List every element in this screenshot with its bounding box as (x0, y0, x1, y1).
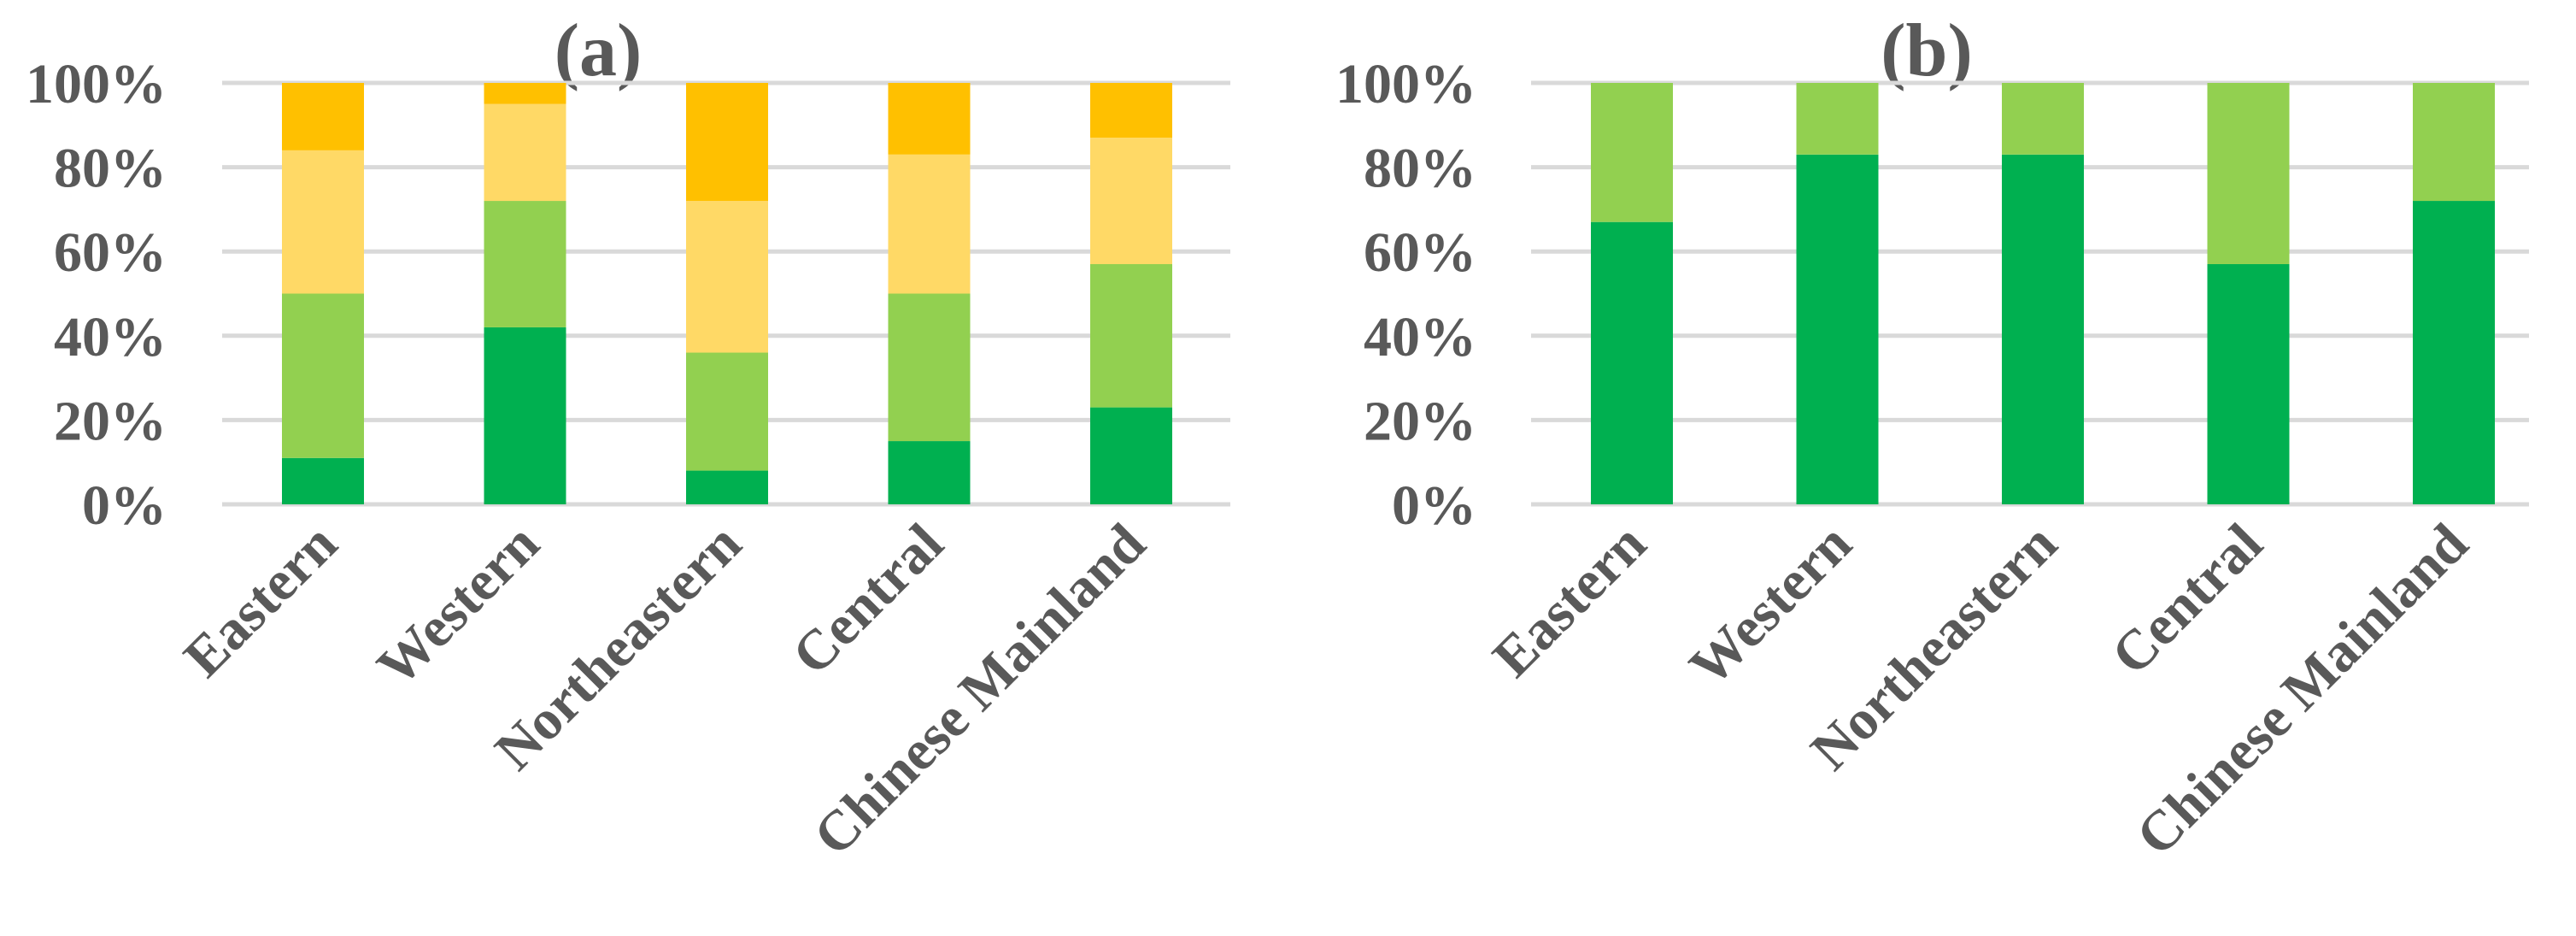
x-category-label: Chinese Mainland (802, 512, 1158, 868)
bar-segment-b-4-1 (2413, 83, 2495, 202)
bar-segment-a-0-2 (282, 150, 364, 294)
bar-segment-a-2-0 (686, 470, 768, 504)
bar-segment-a-0-3 (282, 83, 364, 150)
bar-segment-b-3-0 (2207, 263, 2290, 504)
bar-segment-b-0-0 (1591, 221, 1673, 504)
y-tick-label: 80% (54, 138, 167, 200)
bar-segment-a-0-1 (282, 293, 364, 458)
x-category-label: Central (781, 512, 956, 687)
bar-segment-a-0-0 (282, 457, 364, 504)
bar-segment-a-3-0 (888, 441, 971, 504)
y-tick-label: 0% (1392, 474, 1476, 537)
y-tick-label: 100% (26, 53, 167, 115)
bar-segment-a-2-2 (686, 201, 768, 353)
y-tick-label: 60% (1364, 221, 1476, 284)
bar-segment-b-0-1 (1591, 83, 1673, 222)
bar-segment-a-4-0 (1090, 407, 1172, 504)
bars-b (1591, 83, 2495, 505)
bar-segment-a-2-1 (686, 352, 768, 471)
chart-panel-a: (a) 0% 20% 40% 60% 80% 100% Eastern WesternNor… (26, 9, 1230, 868)
y-tick-label: 40% (1364, 306, 1476, 368)
chart-title-a: (a) (555, 9, 643, 92)
y-axis-ticks-a: 0% 20% 40% 60% 80% 100% (26, 53, 167, 537)
bar-segment-a-2-3 (686, 83, 768, 202)
y-tick-label: 60% (54, 221, 167, 284)
bar-segment-a-4-2 (1090, 138, 1172, 264)
x-category-label: Western (1678, 512, 1864, 698)
bar-segment-a-1-1 (484, 201, 566, 327)
bar-segment-b-4-0 (2413, 201, 2495, 505)
y-tick-label: 100% (1335, 53, 1476, 115)
y-tick-label: 80% (1364, 138, 1476, 200)
bar-segment-b-1-1 (1796, 83, 1879, 155)
bar-segment-a-1-2 (484, 103, 566, 202)
y-tick-label: 20% (1364, 390, 1476, 452)
bar-segment-a-1-0 (484, 327, 566, 504)
y-tick-label: 0% (82, 474, 167, 537)
x-category-label: Eastern (172, 512, 349, 689)
bar-segment-b-2-0 (2002, 154, 2084, 504)
y-tick-label: 40% (54, 306, 167, 368)
y-tick-label: 20% (54, 390, 167, 452)
bar-segment-b-2-1 (2002, 83, 2084, 155)
bar-segment-a-3-2 (888, 154, 971, 294)
x-category-label: Central (2100, 512, 2275, 687)
bar-segment-b-3-1 (2207, 83, 2290, 264)
bar-segment-a-1-3 (484, 83, 566, 104)
bar-segment-b-1-0 (1796, 154, 1879, 504)
chart-panel-b: (b) 0% 20% 40% 60% 80% 100% Eastern WesternNor… (1335, 9, 2529, 868)
bar-segment-a-4-3 (1090, 83, 1172, 138)
bar-segment-a-3-3 (888, 83, 971, 155)
bars-a (282, 83, 1172, 504)
x-category-label: Eastern (1481, 512, 1658, 689)
y-axis-ticks-b: 0% 20% 40% 60% 80% 100% (1335, 53, 1476, 537)
bar-segment-a-3-1 (888, 293, 971, 442)
chart-title-b: (b) (1881, 9, 1973, 92)
bar-segment-a-4-1 (1090, 263, 1172, 408)
x-category-label: Western (366, 512, 552, 698)
